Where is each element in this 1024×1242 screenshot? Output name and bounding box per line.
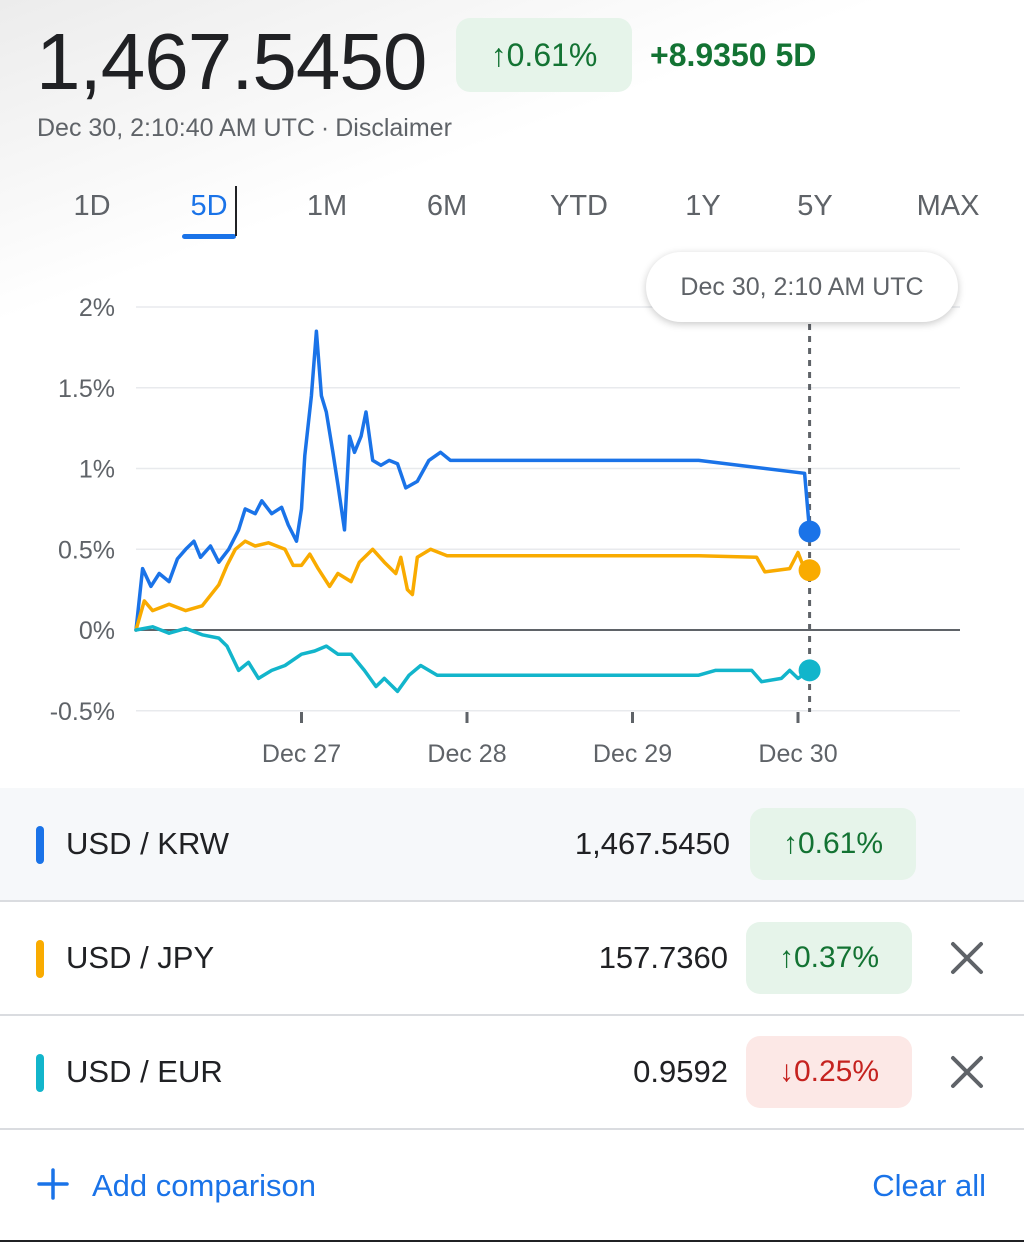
- pair-change-badge: ↓0.25%: [746, 1036, 912, 1108]
- series-end-dot-usd-jpy: [798, 559, 821, 582]
- bottom-edge-bar: [0, 1240, 1024, 1242]
- series-end-dot-usd-krw: [798, 520, 821, 543]
- quote-subtitle: Dec 30, 2:10:40 AM UTC · Disclaimer: [37, 114, 452, 143]
- arrow-down-icon: ↓: [778, 1055, 794, 1088]
- y-tick-label: 2%: [79, 294, 115, 322]
- tab-1d[interactable]: 1D: [73, 190, 111, 222]
- percent-change-badge: ↑0.61%: [456, 18, 632, 92]
- series-color-swatch: [36, 940, 44, 978]
- y-tick-label: -0.5%: [50, 698, 115, 726]
- y-tick-label: 1.5%: [58, 375, 115, 403]
- tab-ytd[interactable]: YTD: [550, 190, 608, 222]
- comparison-row-usd-jpy[interactable]: USD / JPY 157.7360 ↑0.37%: [0, 902, 1024, 1016]
- comparison-footer: Add comparison Clear all: [0, 1140, 1024, 1240]
- clear-all-button[interactable]: Clear all: [872, 1168, 986, 1203]
- range-tabs: 1D 5D 1M 6M YTD 1Y 5Y MAX: [0, 180, 1024, 244]
- tab-1y[interactable]: 1Y: [685, 190, 721, 222]
- pair-value: 1,467.5450: [574, 826, 730, 861]
- pair-value: 157.7360: [598, 940, 728, 975]
- series-line-usd-krw: [134, 329, 812, 632]
- series-color-swatch: [36, 826, 44, 864]
- tab-6m[interactable]: 6M: [426, 190, 468, 222]
- comparison-row-usd-eur[interactable]: USD / EUR 0.9592 ↓0.25%: [0, 1016, 1024, 1130]
- x-tick-label: Dec 30: [758, 740, 837, 768]
- remove-comparison-close-icon[interactable]: [945, 936, 989, 980]
- quote-header: 1,467.5450 ↑0.61% +8.9350 5D Dec 30, 2:1…: [36, 16, 996, 146]
- comparison-row-usd-krw[interactable]: USD / KRW 1,467.5450 ↑0.61%: [0, 788, 1024, 902]
- percent-change-value: 0.61%: [506, 37, 598, 73]
- comparison-chart[interactable]: 2% 1.5% 1% 0.5% 0% -0.5% Dec 27 Dec 28 Dec 29 De…: [0, 240, 1024, 780]
- comparison-list: USD / KRW 1,467.5450 ↑0.61% USD / JPY 15…: [0, 788, 1024, 1130]
- pair-name: USD / JPY: [66, 940, 215, 975]
- pair-name: USD / EUR: [66, 1054, 223, 1089]
- y-tick-label: 0%: [79, 617, 115, 645]
- series-color-swatch: [36, 1054, 44, 1092]
- pair-change-value: 0.25%: [793, 1055, 880, 1088]
- text-cursor: [235, 186, 237, 236]
- current-price: 1,467.5450: [36, 17, 427, 106]
- series-end-dot-usd-eur: [798, 659, 821, 682]
- chart-tooltip: Dec 30, 2:10 AM UTC: [646, 252, 958, 322]
- pair-change-badge: ↑0.37%: [746, 922, 912, 994]
- arrow-up-icon: ↑: [778, 941, 794, 974]
- arrow-up-icon: ↑: [782, 827, 798, 860]
- x-tick-label: Dec 27: [262, 740, 341, 768]
- arrow-up-icon: ↑: [490, 37, 507, 73]
- x-tick-label: Dec 29: [593, 740, 672, 768]
- series-line-usd-eur: [134, 625, 812, 694]
- y-tick-label: 1%: [79, 456, 115, 484]
- tab-5d[interactable]: 5D: [190, 190, 228, 222]
- add-comparison-label: Add comparison: [92, 1168, 317, 1203]
- quote-timestamp: Dec 30, 2:10:40 AM UTC: [37, 114, 315, 142]
- x-tick-label: Dec 28: [427, 740, 506, 768]
- absolute-change: +8.9350 5D: [650, 37, 817, 73]
- series-line-usd-jpy: [134, 539, 812, 632]
- separator-dot: ·: [320, 114, 330, 142]
- tab-1m[interactable]: 1M: [306, 190, 348, 222]
- remove-comparison-close-icon[interactable]: [945, 1050, 989, 1094]
- active-tab-indicator: [182, 234, 236, 239]
- pair-change-value: 0.61%: [797, 827, 884, 860]
- pair-value: 0.9592: [633, 1054, 728, 1089]
- tab-5y[interactable]: 5Y: [797, 190, 833, 222]
- pair-name: USD / KRW: [66, 826, 230, 861]
- tab-max[interactable]: MAX: [916, 190, 980, 222]
- plus-icon: [37, 1168, 69, 1200]
- add-comparison-button[interactable]: Add comparison: [36, 1164, 316, 1208]
- y-tick-label: 0.5%: [58, 536, 115, 564]
- pair-change-badge: ↑0.61%: [750, 808, 916, 880]
- pair-change-value: 0.37%: [793, 941, 880, 974]
- disclaimer-link[interactable]: Disclaimer: [335, 114, 452, 142]
